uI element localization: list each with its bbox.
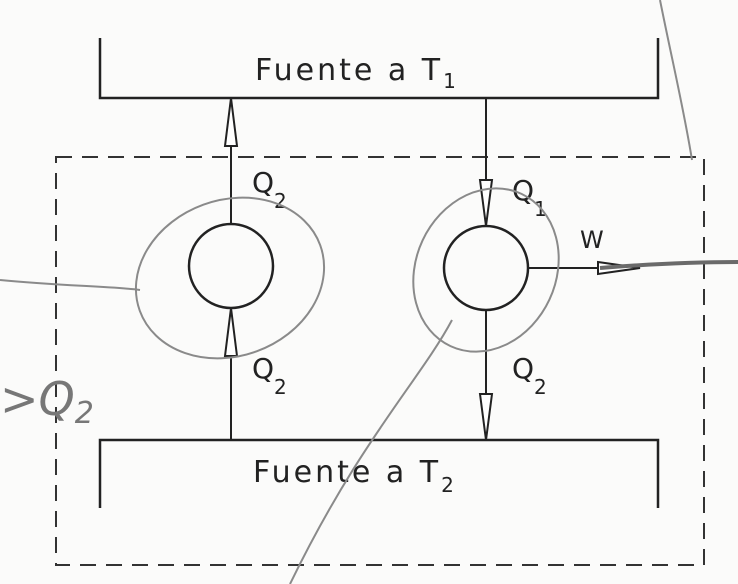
right-bottom-q-label: Q2 xyxy=(512,352,547,399)
pencil-circle-right xyxy=(412,187,560,353)
pencil-line-left xyxy=(0,279,141,291)
right-lower-arrow xyxy=(478,393,494,441)
pencil-line-bottom xyxy=(289,319,453,584)
left-engine-circle xyxy=(187,222,275,310)
right-upper-arrow xyxy=(478,179,494,227)
left-top-q-label: Q2 xyxy=(252,166,287,213)
left-lower-arrow xyxy=(223,307,239,357)
system-boundary xyxy=(55,156,705,566)
bottom-reservoir-box xyxy=(98,438,660,508)
left-bottom-q-label: Q2 xyxy=(252,352,287,399)
right-engine-circle xyxy=(442,224,530,312)
top-reservoir-box xyxy=(98,38,660,100)
handwritten-note: >Q2 xyxy=(0,372,94,431)
left-upper-arrow xyxy=(223,97,239,147)
work-label: W xyxy=(580,226,604,254)
pencil-circle-left xyxy=(134,196,326,360)
top-reservoir-label: Fuente a T1 xyxy=(255,53,459,93)
pencil-line-top-right xyxy=(659,0,693,161)
bottom-reservoir-label: Fuente a T2 xyxy=(253,455,457,497)
pencil-line-right xyxy=(599,260,738,270)
